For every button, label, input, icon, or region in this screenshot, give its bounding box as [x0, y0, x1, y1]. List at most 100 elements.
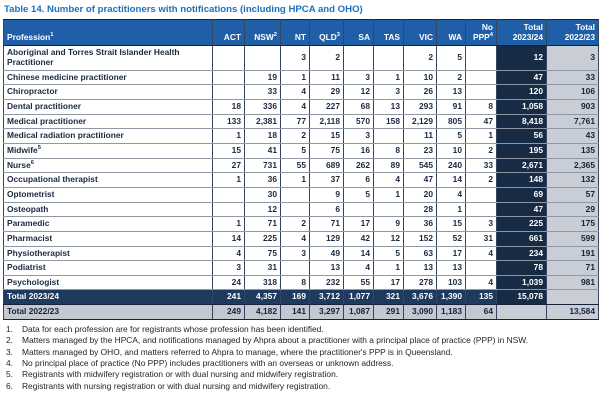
value-cell: 1,087 [343, 304, 374, 320]
value-cell: 71 [546, 260, 599, 276]
value-cell: 152 [403, 230, 437, 247]
value-cell: 6 [343, 172, 374, 188]
table-row: Medical practitioner 133 2,381 77 2,118 570 15… [3, 113, 599, 130]
value-cell: 24 [212, 274, 245, 291]
value-cell: 30 [244, 186, 281, 203]
profession-cell: Osteopath [3, 201, 213, 218]
profession-cell: Paramedic [3, 216, 213, 232]
value-cell: 3 [212, 260, 245, 276]
footnote-number: 4. [6, 358, 13, 369]
profession-cell: Midwife5 [3, 142, 213, 159]
column-header-tas: TAS [373, 18, 404, 47]
column-header-qld: QLD3 [309, 18, 344, 47]
value-cell: 6 [309, 201, 344, 218]
value-cell [373, 45, 404, 71]
value-cell: 47 [403, 172, 437, 188]
profession-cell: Chinese medicine practitioner [3, 69, 213, 86]
profession-cell: Dental practitioner [3, 98, 213, 115]
value-cell: 3,297 [309, 304, 344, 320]
value-cell: 12 [496, 45, 547, 71]
value-cell: 8 [280, 274, 310, 291]
footnote-6: 6. Registrants with nursing registration … [6, 381, 597, 392]
column-header-act: ACT [212, 18, 245, 47]
value-cell: 15 [212, 142, 245, 159]
value-cell: 135 [546, 142, 599, 159]
value-cell: 18 [244, 128, 281, 144]
value-cell: 1 [212, 216, 245, 232]
value-cell: 336 [244, 98, 281, 115]
value-cell [465, 201, 497, 218]
value-cell: 293 [403, 98, 437, 115]
value-cell: 225 [496, 216, 547, 232]
value-cell: 4 [212, 245, 245, 262]
value-cell: 5 [280, 142, 310, 159]
value-cell: 103 [436, 274, 466, 291]
value-cell: 2 [403, 45, 437, 71]
value-cell: 19 [244, 69, 281, 86]
column-header-total-2022-23: Total 2022/23 [546, 18, 599, 47]
table-row: Occupational therapist 1 36 1 37 6 4 47 14 2 148 13… [3, 172, 599, 188]
value-cell: 12 [244, 201, 281, 218]
value-cell: 1 [212, 128, 245, 144]
table-row: Chinese medicine practitioner 19 1 11 3 1 10 2 4… [3, 69, 599, 86]
value-cell: 903 [546, 98, 599, 115]
not-applicable-cell [546, 289, 599, 306]
value-cell: 2,129 [403, 113, 437, 130]
total-row: Total 2023/24 241 4,357 169 3,712 1,077 321 3,6… [3, 289, 599, 306]
value-cell [465, 45, 497, 71]
value-cell: 2,365 [546, 157, 599, 174]
value-cell: 4 [343, 260, 374, 276]
total-row-label: Total 2022/23 [3, 304, 213, 320]
footnote-text: Data for each profession are for registr… [22, 323, 324, 334]
value-cell [343, 45, 374, 71]
value-cell: 1 [373, 260, 404, 276]
value-cell: 28 [403, 201, 437, 218]
value-cell: 240 [436, 157, 466, 174]
value-cell: 1,077 [343, 289, 374, 306]
value-cell: 2 [436, 69, 466, 86]
table-row: Paramedic 1 71 2 71 17 9 36 15 3 225 175 [3, 216, 599, 232]
value-cell [212, 84, 245, 100]
value-cell: 4 [280, 84, 310, 100]
profession-cell: Optometrist [3, 186, 213, 203]
value-cell: 132 [546, 172, 599, 188]
value-cell: 27 [212, 157, 245, 174]
value-cell: 2,671 [496, 157, 547, 174]
profession-cell: Nurse6 [3, 157, 213, 174]
value-cell: 2 [465, 142, 497, 159]
value-cell: 4 [465, 245, 497, 262]
profession-cell: Occupational therapist [3, 172, 213, 188]
value-cell: 1 [280, 69, 310, 86]
column-header-wa: WA [436, 18, 466, 47]
value-cell: 69 [496, 186, 547, 203]
profession-cell: Psychologist [3, 274, 213, 291]
value-cell: 56 [496, 128, 547, 144]
value-cell: 249 [212, 304, 245, 320]
value-cell: 52 [436, 230, 466, 247]
value-cell [212, 186, 245, 203]
value-cell: 15 [309, 128, 344, 144]
value-cell: 14 [436, 172, 466, 188]
footnote-text: No principal place of practice (No PPP) … [22, 358, 394, 369]
value-cell: 4 [465, 274, 497, 291]
value-cell: 17 [373, 274, 404, 291]
value-cell [280, 186, 310, 203]
notifications-table: Profession1 ACT NSW2 NT QLD3 SA TAS VIC WA No PPP… [3, 18, 599, 320]
value-cell: 195 [496, 142, 547, 159]
value-cell: 3 [343, 128, 374, 144]
value-cell: 17 [436, 245, 466, 262]
value-cell: 13 [373, 98, 404, 115]
value-cell: 3 [373, 84, 404, 100]
value-cell: 14 [343, 245, 374, 262]
table-row: Physiotherapist 4 75 3 49 14 5 63 17 4 234 191 [3, 245, 599, 262]
value-cell: 1,183 [436, 304, 466, 320]
table-row: Psychologist 24 318 8 232 55 17 278 103 4 1,039 981 [3, 274, 599, 291]
value-cell: 545 [403, 157, 437, 174]
footnote-number: 6. [6, 380, 13, 391]
value-cell: 234 [496, 245, 547, 262]
table-row: Optometrist 30 9 5 1 20 4 69 57 [3, 186, 599, 203]
value-cell [212, 201, 245, 218]
value-cell: 262 [343, 157, 374, 174]
not-applicable-cell [496, 304, 547, 320]
value-cell [212, 45, 245, 71]
